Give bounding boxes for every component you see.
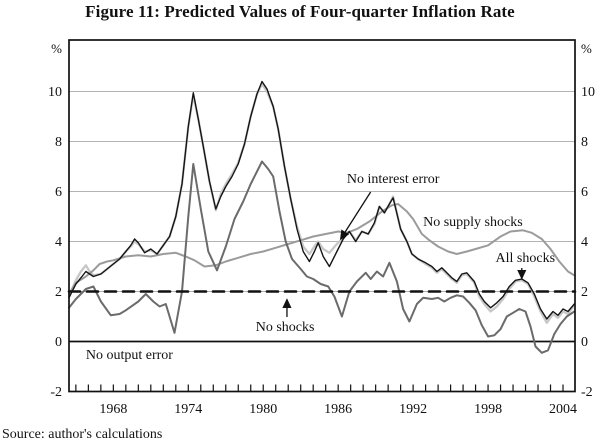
y-tick-label-right-4: 4 (581, 235, 588, 250)
figure-title: Figure 11: Predicted Values of Four-quar… (85, 2, 515, 21)
y-tick-label-left-2: 2 (55, 285, 62, 300)
y-tick-label-left-10: 10 (48, 85, 62, 100)
series-no-output-error (68, 160, 576, 354)
x-tick-label-1980: 1980 (249, 402, 277, 417)
annotation-no-output-error: No output error (86, 348, 173, 363)
x-tick-label-1974: 1974 (174, 402, 202, 417)
y-tick-label-right-2: 2 (581, 285, 588, 300)
y-tick-label-left-6: 6 (55, 185, 62, 200)
y-tick-label-left-0: 0 (55, 335, 62, 350)
annotation-all-shocks: All shocks (496, 251, 555, 266)
y-tick-label-left--2: -2 (50, 385, 62, 400)
x-tick-label-2004: 2004 (549, 402, 577, 417)
x-tick-label-1992: 1992 (399, 402, 427, 417)
source-note: Source: author's calculations (2, 427, 163, 442)
plot-root: -2 -2 0 0 2 2 4 4 6 6 8 8 10 10% % 1968 1974 1980 1986 1992… (48, 39, 595, 417)
y-tick-label-right-0: 0 (581, 335, 588, 350)
y-tick-label-right-10: 10 (581, 85, 595, 100)
y-axis-unit-right: % (581, 41, 592, 56)
y-tick-label-left-4: 4 (55, 235, 62, 250)
plot-border (68, 39, 576, 393)
series-no-supply-shocks (68, 203, 576, 295)
y-tick-label-right-8: 8 (581, 135, 588, 150)
series-no-interest-error (67, 82, 576, 324)
annotation-no-supply-shocks: No supply shocks (423, 215, 523, 230)
x-tick-label-1968: 1968 (99, 402, 127, 417)
x-tick-label-1998: 1998 (474, 402, 502, 417)
y-tick-label-right-6: 6 (581, 185, 588, 200)
annotation-no-interest-error: No interest error (347, 172, 440, 187)
annotation-arrow-no-interest-error (339, 191, 372, 241)
y-tick-label-left-8: 8 (55, 135, 62, 150)
x-tick-label-1986: 1986 (324, 402, 352, 417)
y-axis-unit-left: % (51, 41, 62, 56)
annotation-no-shocks: No shocks (256, 320, 315, 335)
y-tick-label-right--2: -2 (581, 385, 593, 400)
series-all-shocks (68, 80, 575, 320)
